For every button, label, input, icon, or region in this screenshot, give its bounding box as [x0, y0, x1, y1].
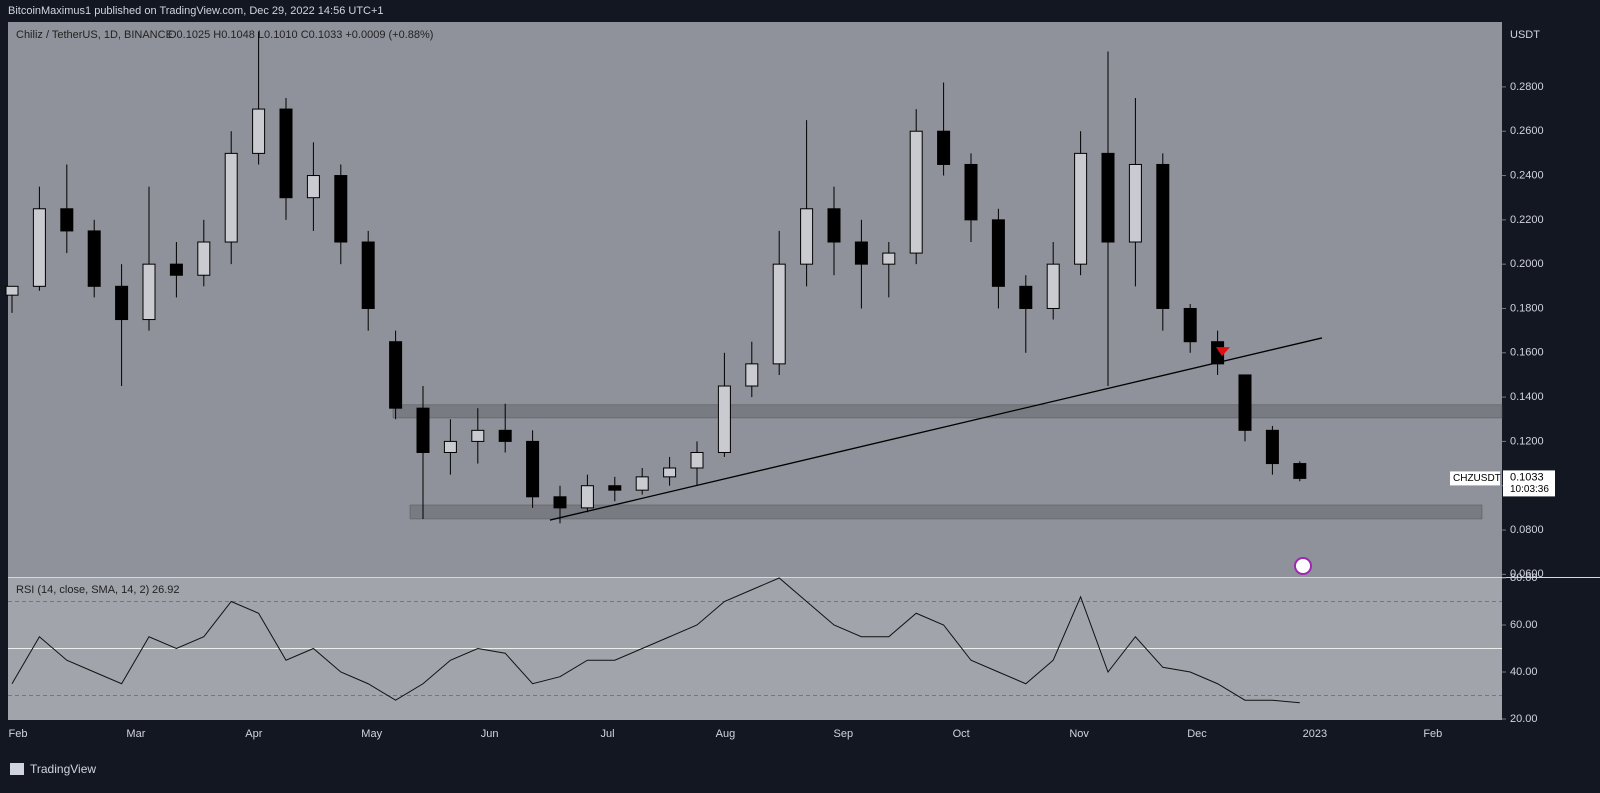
- rsi-tick-label: 20.00: [1510, 713, 1538, 725]
- signal-marker: [1216, 347, 1230, 357]
- trendline: [549, 337, 1323, 521]
- candle-body: [32, 208, 46, 287]
- candle-body: [87, 230, 101, 287]
- rsi-tick-label: 40.00: [1510, 666, 1538, 678]
- candle-body: [1156, 163, 1170, 309]
- candle-body: [1265, 429, 1279, 465]
- last-price-tag: [1503, 470, 1555, 497]
- candle-body: [553, 496, 567, 509]
- candle-body: [389, 341, 403, 409]
- y-tick-label: 0.1200: [1510, 435, 1544, 447]
- candle-body: [1019, 285, 1033, 309]
- candle-body: [909, 130, 923, 254]
- unit: USDT: [1510, 29, 1540, 41]
- candle-body: [443, 440, 457, 453]
- x-tick-label: Aug: [716, 728, 736, 740]
- candle-body: [964, 163, 978, 221]
- y-tick-label: 0.0800: [1510, 524, 1544, 536]
- candle-body: [580, 485, 594, 509]
- price-pane: [8, 22, 1502, 577]
- candle-body: [745, 363, 759, 387]
- y-tick-label: 0.0600: [1510, 568, 1544, 580]
- candle-body: [635, 476, 649, 491]
- candle-body: [991, 219, 1005, 287]
- rsi-title: RSI (14, close, SMA, 14, 2): [16, 584, 149, 596]
- candle-body: [361, 241, 375, 309]
- zone: [409, 504, 1483, 520]
- candle-body: [416, 407, 430, 453]
- x-tick-label: Mar: [126, 728, 145, 740]
- x-tick-label: Dec: [1187, 728, 1207, 740]
- candle-body: [169, 263, 183, 276]
- candle-body: [197, 241, 211, 276]
- candle-body: [5, 285, 19, 296]
- x-tick-label: Feb: [1423, 728, 1442, 740]
- candle-body: [1074, 152, 1088, 265]
- candle-body: [60, 208, 74, 232]
- candle-body: [334, 175, 348, 243]
- brand-logo: [10, 763, 24, 775]
- candle-body: [882, 252, 896, 265]
- candle-body: [142, 263, 156, 321]
- candle-body: [663, 467, 677, 478]
- last-price-value: 0.1033: [1510, 471, 1544, 483]
- last-price-box: [1450, 471, 1500, 486]
- y-tick-label: 0.1400: [1510, 391, 1544, 403]
- ohlc-label: O0.1025 H0.1048 L0.1010 C0.1033 +0.0009 …: [168, 29, 433, 41]
- x-tick-label: Apr: [245, 728, 262, 740]
- candle-body: [224, 152, 238, 243]
- brand: TradingView: [30, 762, 96, 776]
- candle-body: [690, 451, 704, 469]
- candle-body: [827, 208, 841, 243]
- candle-body: [498, 429, 512, 442]
- candle-body: [1101, 152, 1115, 243]
- candle-body: [717, 385, 731, 453]
- candle-body: [279, 108, 293, 199]
- candle-body: [1238, 374, 1252, 431]
- rsi-last: 26.92: [152, 584, 180, 596]
- y-tick-label: 0.2000: [1510, 258, 1544, 270]
- x-tick-label: Sep: [834, 728, 854, 740]
- candle-body: [471, 429, 485, 442]
- candle-body: [608, 485, 622, 491]
- x-tick-label: 2023: [1303, 728, 1327, 740]
- last-price-symbol: CHZUSDT: [1453, 473, 1501, 484]
- candle-body: [1183, 307, 1197, 343]
- x-tick-label: Feb: [9, 728, 28, 740]
- candle-body: [306, 175, 320, 199]
- x-tick-label: Oct: [953, 728, 970, 740]
- y-tick-label: 0.2600: [1510, 125, 1544, 137]
- candle-body: [1293, 463, 1307, 479]
- x-tick-label: May: [361, 728, 382, 740]
- x-tick-label: Jul: [600, 728, 614, 740]
- zone: [392, 404, 1503, 419]
- candle-body: [800, 208, 814, 265]
- y-tick-label: 0.2200: [1510, 214, 1544, 226]
- header: BitcoinMaximus1 published on TradingView…: [8, 5, 384, 17]
- y-tick-label: 0.1600: [1510, 347, 1544, 359]
- x-tick-label: Jun: [481, 728, 499, 740]
- candle-body: [937, 130, 951, 165]
- y-tick-label: 0.2800: [1510, 81, 1544, 93]
- candle-body: [772, 263, 786, 365]
- y-tick-label: 0.2400: [1510, 169, 1544, 181]
- candle-body: [854, 241, 868, 265]
- candle-body: [1046, 263, 1060, 309]
- x-tick-label: Nov: [1069, 728, 1089, 740]
- candle-body: [115, 285, 129, 321]
- last-price-countdown: 10:03:36: [1510, 484, 1549, 495]
- candle-body: [526, 440, 540, 498]
- symbol: Chiliz / TetherUS, 1D, BINANCE: [16, 29, 173, 41]
- candle-body: [252, 108, 266, 154]
- candle-body: [1128, 163, 1142, 243]
- y-tick-label: 0.1800: [1510, 302, 1544, 314]
- rsi-tick-label: 80.00: [1510, 572, 1538, 584]
- rsi-tick-label: 60.00: [1510, 619, 1538, 631]
- event-icon: [1294, 557, 1312, 575]
- rsi-line: [11, 577, 1300, 704]
